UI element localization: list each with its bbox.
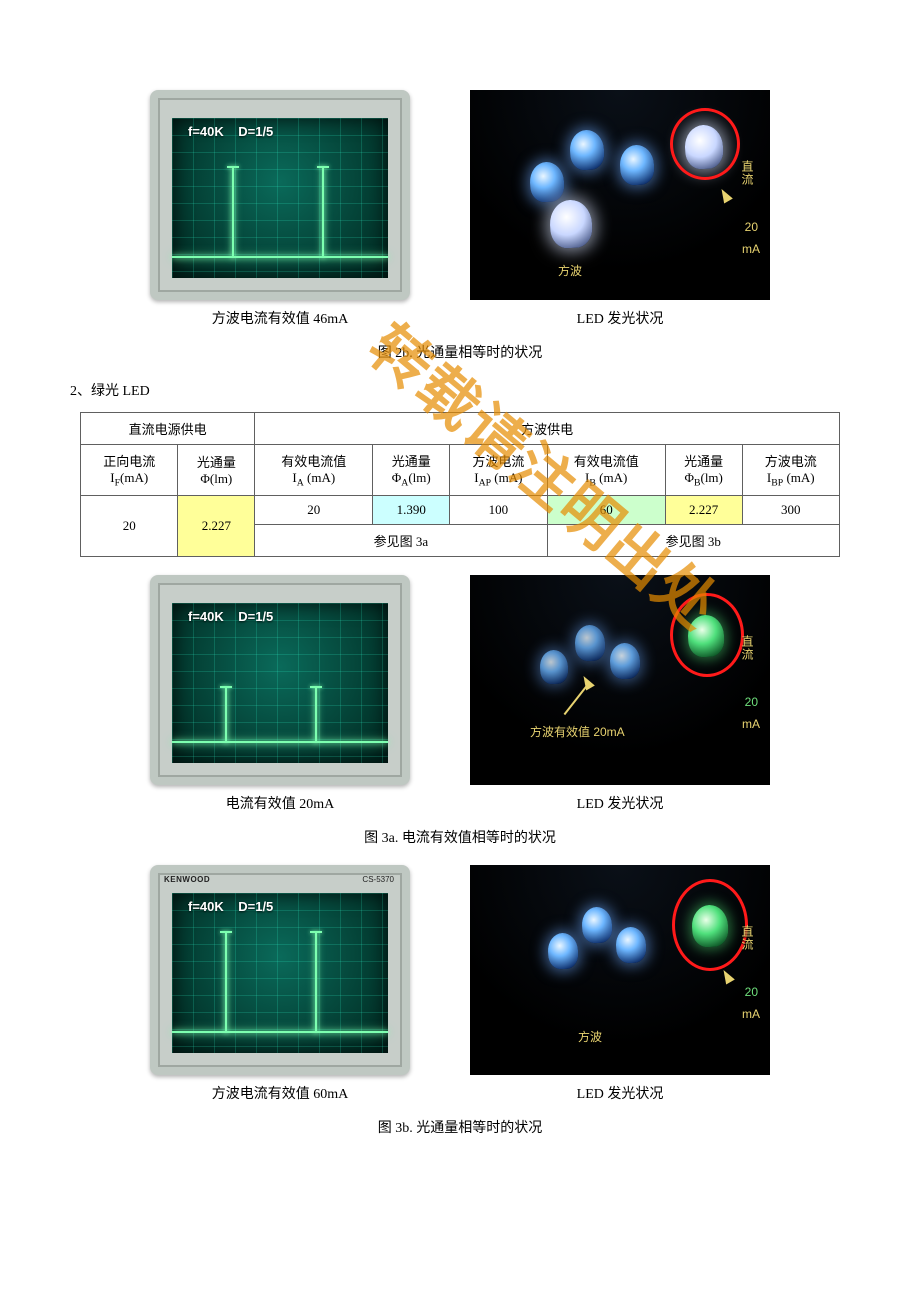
figure-3a-row: f=40K D=1/5 电流有效值 20mA 方波有效值 20mA 直流 20 … <box>70 575 850 813</box>
fig3b-left: KENWOOD CS-5370 f=40K D=1/5 方波电流有效值 60mA <box>150 865 410 1103</box>
oscilloscope-3b: KENWOOD CS-5370 f=40K D=1/5 <box>150 865 410 1075</box>
col-iap: 方波电流IAP (mA) <box>450 445 547 496</box>
scope-label-3a: f=40K D=1/5 <box>188 609 273 624</box>
anno-fangbo-3b: 方波 <box>578 1030 602 1044</box>
col-phib: 光通量ΦB(lm) <box>665 445 742 496</box>
fig2b-right: 方波 直流 20 mA LED 发光状况 <box>470 90 770 328</box>
col-ibp: 方波电流IBP (mA) <box>742 445 839 496</box>
anno-dc-3b: 直流 <box>740 925 754 951</box>
fig3a-left-caption: 电流有效值 20mA <box>226 793 335 813</box>
see-3a: 参见图 3a <box>255 524 547 556</box>
cell-ib: 60 <box>547 495 665 524</box>
table-row: 20 2.227 20 1.390 100 60 2.227 300 <box>81 495 840 524</box>
col-ia: 有效电流值IA (mA) <box>255 445 373 496</box>
figure-3b-row: KENWOOD CS-5370 f=40K D=1/5 方波电流有效值 60mA… <box>70 865 850 1103</box>
fig3a-main-caption: 图 3a. 电流有效值相等时的状况 <box>70 827 850 847</box>
fig3b-right-caption: LED 发光状况 <box>577 1083 664 1103</box>
fig2b-left: f=40K D=1/5 方波电流有效值 46mA <box>150 90 410 328</box>
cell-ibp: 300 <box>742 495 839 524</box>
col-ib: 有效电流值IB (mA) <box>547 445 665 496</box>
anno-ma: mA <box>742 242 760 256</box>
anno-ma-3b: mA <box>742 1007 760 1021</box>
scope-label: f=40K D=1/5 <box>188 124 273 139</box>
led-photo-2b: 方波 直流 20 mA <box>470 90 770 300</box>
oscilloscope-2b: f=40K D=1/5 <box>150 90 410 300</box>
fig3b-right: 方波 直流 20 mA LED 发光状况 <box>470 865 770 1103</box>
anno-dc: 直流 <box>740 160 754 186</box>
fig2b-main-caption: 图 2b. 光通量相等时的状况 <box>70 342 850 362</box>
anno-fangbo: 方波 <box>558 264 582 278</box>
figure-2b-row: f=40K D=1/5 方波电流有效值 46mA 方波 直流 20 mA LED… <box>70 90 850 328</box>
led-photo-3a: 方波有效值 20mA 直流 20 mA <box>470 575 770 785</box>
led-photo-3b: 方波 直流 20 mA <box>470 865 770 1075</box>
cell-iap: 100 <box>450 495 547 524</box>
green-led-table: 直流电源供电 方波供电 正向电流IF(mA) 光通量Φ(lm) 有效电流值IA … <box>80 412 840 557</box>
scope-label-3b: f=40K D=1/5 <box>188 899 273 914</box>
fig3a-right-caption: LED 发光状况 <box>577 793 664 813</box>
anno-ma-3a: mA <box>742 717 760 731</box>
fig2b-left-caption: 方波电流有效值 46mA <box>212 308 349 328</box>
fig3a-left: f=40K D=1/5 电流有效值 20mA <box>150 575 410 813</box>
col-phia: 光通量ΦA(lm) <box>373 445 450 496</box>
anno-20: 20 <box>745 220 758 234</box>
scope-d: D=1/5 <box>238 124 273 139</box>
scope-model: CS-5370 <box>362 875 394 884</box>
anno-20-3a: 20 <box>745 695 758 709</box>
anno-20-3b: 20 <box>745 985 758 999</box>
section-2-heading: 2、绿光 LED <box>70 380 850 400</box>
fig3b-left-caption: 方波电流有效值 60mA <box>212 1083 349 1103</box>
fig3b-main-caption: 图 3b. 光通量相等时的状况 <box>70 1117 850 1137</box>
scope-brand: KENWOOD <box>164 875 210 884</box>
fig3a-right: 方波有效值 20mA 直流 20 mA LED 发光状况 <box>470 575 770 813</box>
oscilloscope-3a: f=40K D=1/5 <box>150 575 410 785</box>
hdr-dc: 直流电源供电 <box>81 413 255 445</box>
anno-dc-3a: 直流 <box>740 635 754 661</box>
col-phi: 光通量Φ(lm) <box>178 445 255 496</box>
anno-20ma: 方波有效值 20mA <box>530 725 625 739</box>
fig2b-right-caption: LED 发光状况 <box>577 308 664 328</box>
scope-f: f=40K <box>188 124 224 139</box>
hdr-sq: 方波供电 <box>255 413 840 445</box>
cell-ia: 20 <box>255 495 373 524</box>
cell-phi: 2.227 <box>178 495 255 556</box>
cell-if: 20 <box>81 495 178 556</box>
see-3b: 参见图 3b <box>547 524 839 556</box>
cell-phia: 1.390 <box>373 495 450 524</box>
col-if: 正向电流IF(mA) <box>81 445 178 496</box>
cell-phib: 2.227 <box>665 495 742 524</box>
